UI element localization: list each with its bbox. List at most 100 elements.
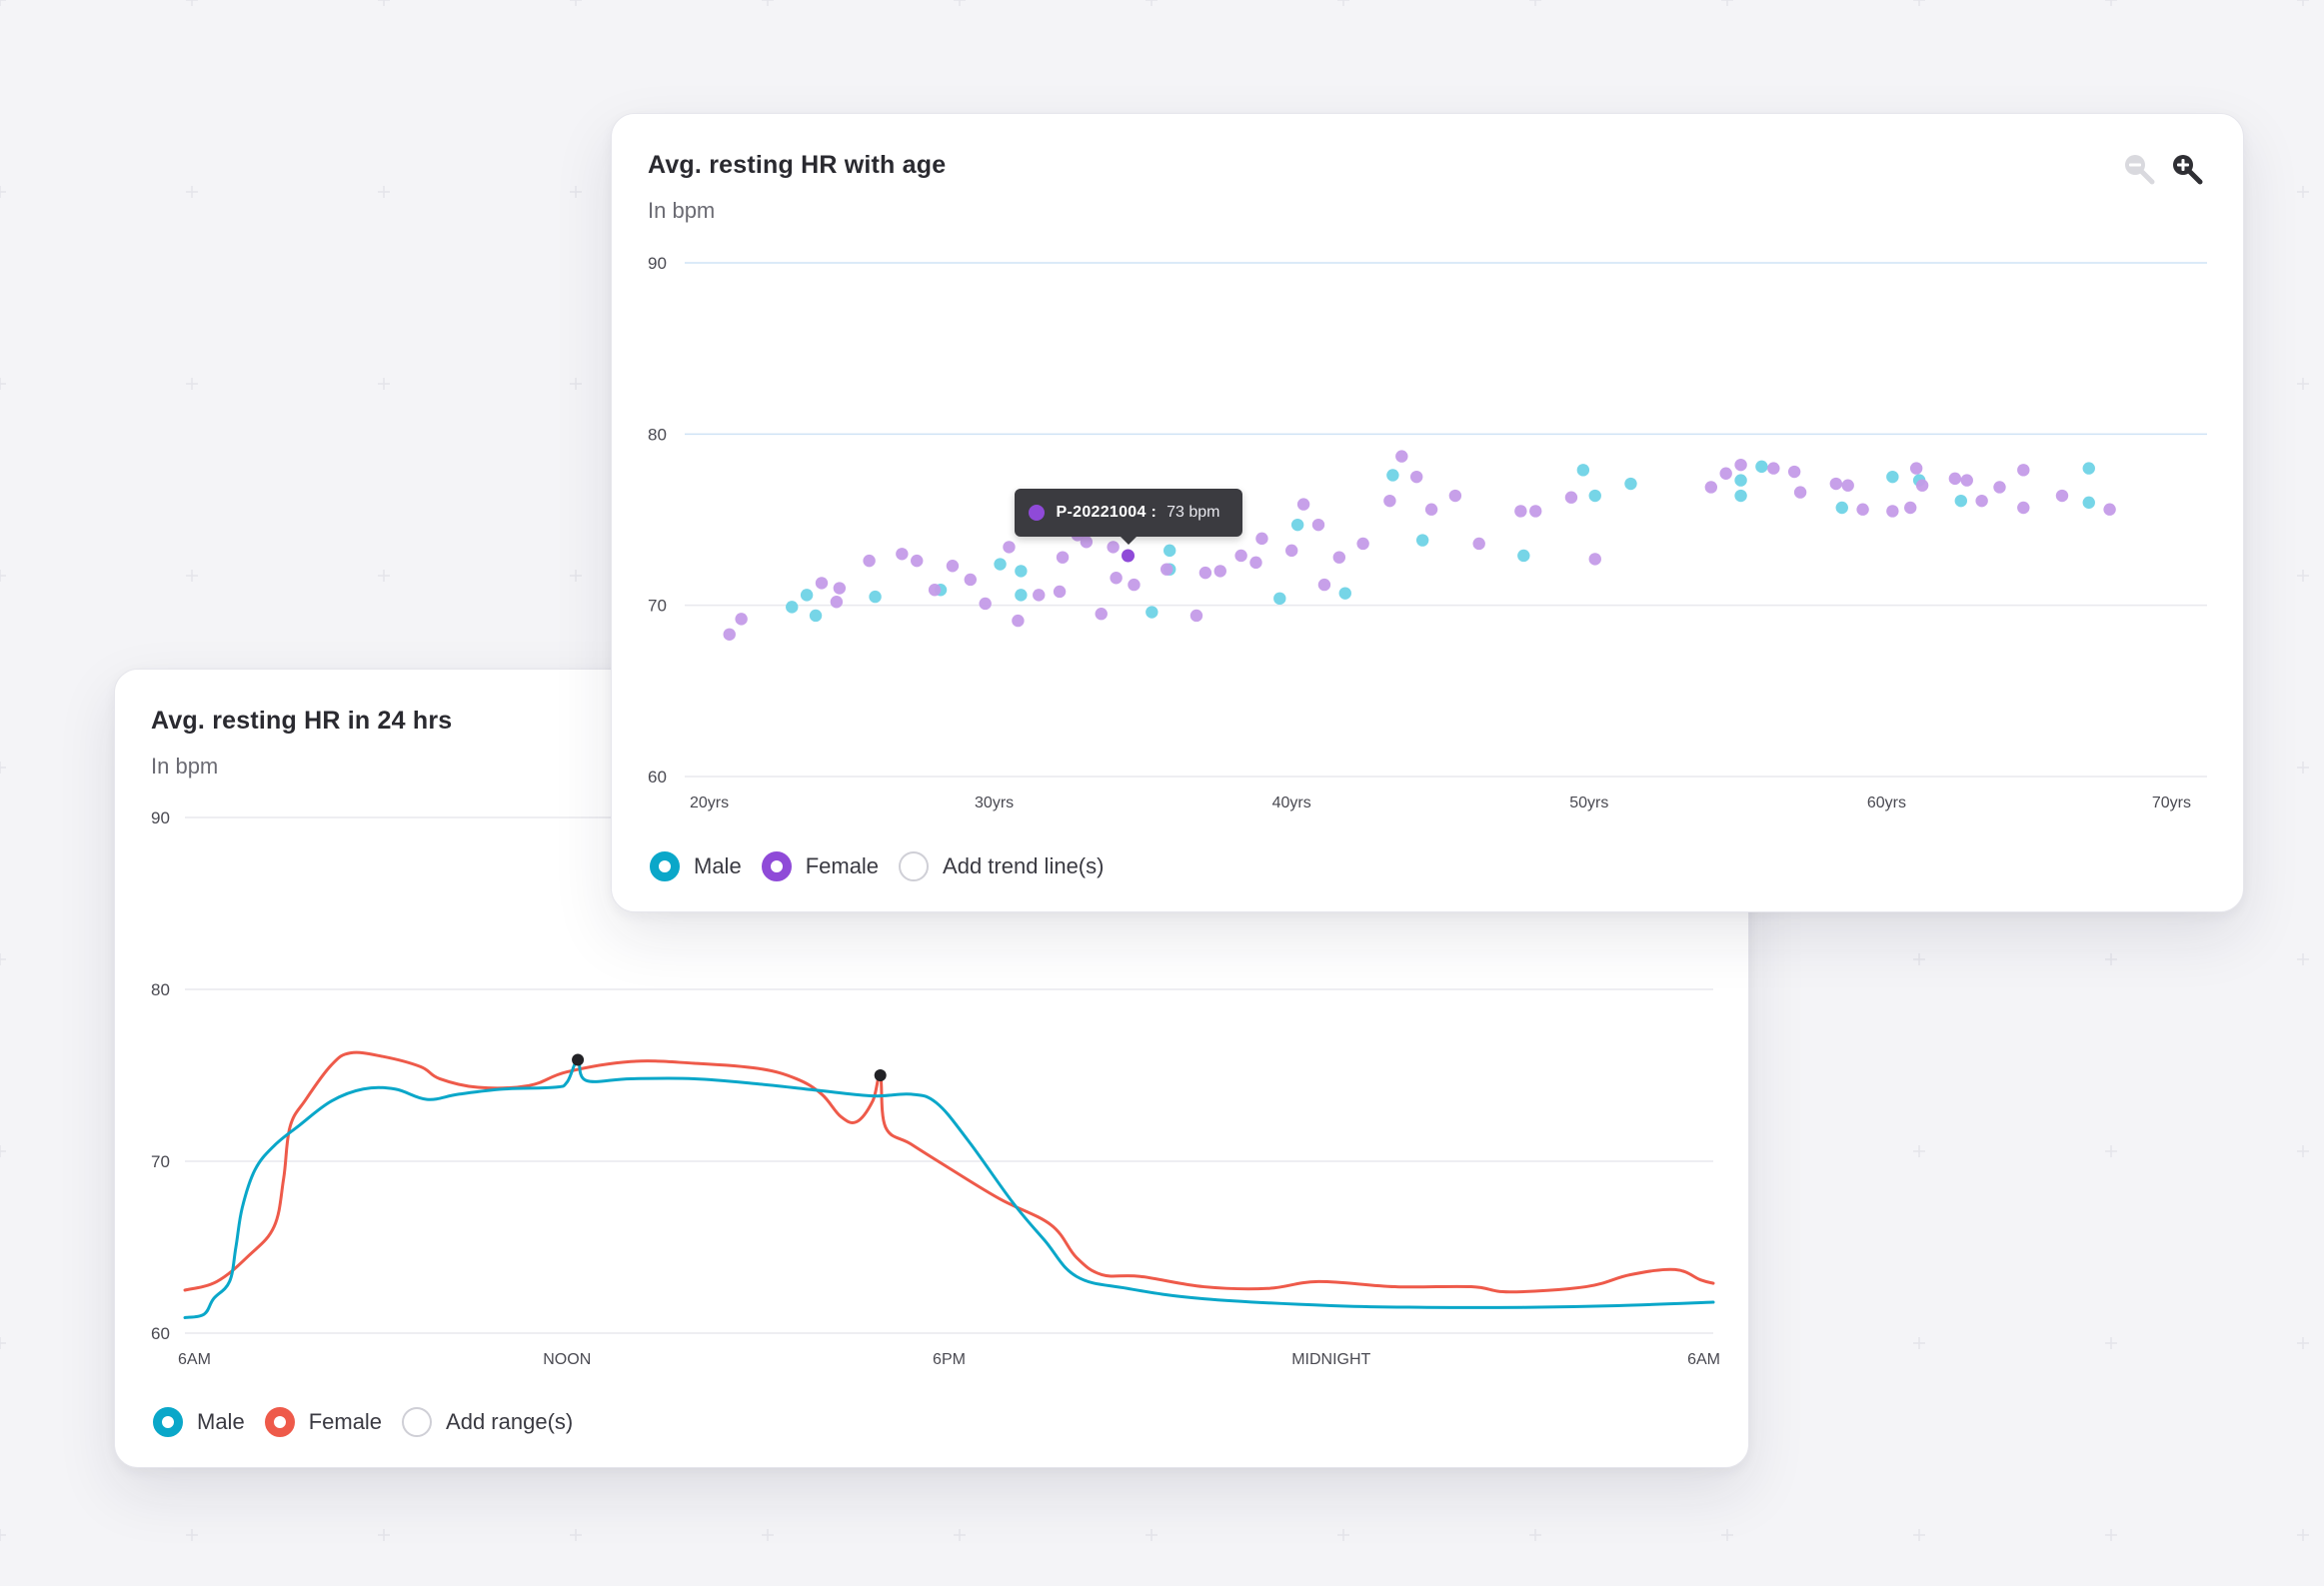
- background-plus: [954, 1529, 966, 1541]
- add-trend-label: Add trend line(s): [943, 853, 1105, 878]
- female-data-point: [1448, 489, 1462, 503]
- y-tick-label: 70: [648, 597, 667, 616]
- female-data-point: [863, 554, 876, 568]
- card-title: Avg. resting HR in 24 hrs: [151, 707, 453, 735]
- add-range-toggle[interactable]: Add range(s): [402, 1407, 573, 1437]
- add-range-label: Add range(s): [446, 1409, 574, 1434]
- background-plus: [0, 186, 6, 198]
- tooltip-value: 73 bpm: [1166, 503, 1220, 521]
- legend-female-label: Female: [805, 853, 880, 878]
- y-tick-label: 60: [151, 1324, 170, 1343]
- female-data-point: [1296, 498, 1310, 511]
- background-plus: [378, 186, 390, 198]
- male-data-point: [1734, 489, 1747, 503]
- male-radio-icon: [650, 851, 680, 881]
- male-data-point: [1576, 464, 1590, 477]
- male-data-point: [2082, 496, 2095, 510]
- male-data-point: [2082, 462, 2095, 475]
- female-data-point: [1033, 589, 1046, 602]
- female-data-point: [1311, 518, 1325, 532]
- background-plus: [378, 0, 390, 6]
- card-subtitle: In bpm: [648, 198, 716, 223]
- female-data-point: [1767, 462, 1780, 475]
- x-tick-label: NOON: [543, 1351, 591, 1368]
- background-plus: [0, 1529, 6, 1541]
- background-plus: [1913, 1145, 1925, 1157]
- male-data-point: [1146, 606, 1159, 619]
- female-data-point: [1424, 503, 1438, 516]
- female-data-point: [1993, 481, 2006, 494]
- female-data-point: [1704, 481, 1718, 494]
- female-data-point: [1948, 472, 1962, 486]
- female-data-point: [1904, 501, 1917, 515]
- legend-female-toggle[interactable]: Female: [264, 1407, 383, 1437]
- female-data-point: [1128, 578, 1141, 592]
- background-plus: [0, 1337, 6, 1349]
- legend-male-toggle[interactable]: Male: [153, 1407, 245, 1437]
- chart-legend: Male Female Add range(s): [153, 1407, 593, 1437]
- male-data-point: [994, 558, 1007, 571]
- female-data-point: [1234, 549, 1247, 563]
- background-plus: [2297, 1529, 2309, 1541]
- female-data-point: [2017, 464, 2030, 477]
- female-data-point: [946, 560, 960, 573]
- female-data-point: [2055, 489, 2069, 503]
- background-plus: [0, 570, 6, 582]
- y-tick-label: 90: [151, 808, 170, 827]
- zoom-out-icon[interactable]: [2120, 150, 2158, 188]
- female-data-point: [1787, 465, 1801, 479]
- background-plus: [0, 1145, 6, 1157]
- x-tick-label: 60yrs: [1867, 794, 1906, 811]
- background-plus: [1721, 1529, 1733, 1541]
- female-data-point: [1841, 479, 1854, 492]
- background-plus: [1146, 1529, 1158, 1541]
- background-plus: [0, 762, 6, 774]
- female-data-point: [1856, 503, 1869, 516]
- background-plus: [186, 0, 198, 6]
- female-data-point: [1829, 477, 1843, 491]
- female-data-point: [1107, 541, 1120, 554]
- background-plus: [0, 0, 6, 6]
- zoom-in-icon[interactable]: [2168, 150, 2206, 188]
- background-plus: [186, 1529, 198, 1541]
- x-tick-label: 50yrs: [1569, 794, 1608, 811]
- male-data-point: [1517, 549, 1530, 563]
- female-radio-icon: [264, 1407, 295, 1437]
- background-plus: [762, 1529, 774, 1541]
- female-data-point: [1161, 563, 1173, 576]
- background-plus: [2297, 0, 2309, 6]
- x-tick-label: 6PM: [933, 1351, 966, 1368]
- female-data-point: [1285, 544, 1298, 558]
- female-data-point: [1213, 565, 1226, 578]
- y-tick-label: 80: [648, 425, 667, 444]
- male-data-point: [1290, 518, 1304, 532]
- card-subtitle: In bpm: [151, 754, 219, 779]
- female-data-point: [1719, 467, 1732, 480]
- male-data-point: [1015, 565, 1028, 578]
- background-plus: [570, 186, 582, 198]
- male-data-point: [1886, 470, 1899, 484]
- background-plus: [570, 0, 582, 6]
- add-trend-toggle[interactable]: Add trend line(s): [899, 851, 1104, 881]
- legend-male-toggle[interactable]: Male: [650, 851, 742, 881]
- male-data-point: [1755, 460, 1768, 474]
- female-data-point: [1053, 585, 1067, 599]
- male-data-point: [1835, 501, 1848, 515]
- legend-female-toggle[interactable]: Female: [761, 851, 880, 881]
- female-data-point: [979, 597, 992, 611]
- legend-female-label: Female: [308, 1409, 383, 1434]
- background-plus: [1146, 0, 1158, 6]
- female-data-point: [1317, 578, 1331, 592]
- add-trend-radio-icon: [899, 851, 930, 881]
- female-data-point: [1249, 556, 1262, 570]
- background-plus: [1913, 1337, 1925, 1349]
- background-plus: [1529, 0, 1541, 6]
- x-tick-label: MIDNIGHT: [1291, 1351, 1370, 1368]
- background-plus: [1721, 0, 1733, 6]
- x-tick-label: 30yrs: [975, 794, 1014, 811]
- female-data-point: [2103, 503, 2116, 516]
- female-data-point: [815, 577, 829, 590]
- legend-male-label: Male: [197, 1409, 245, 1434]
- female-data-point: [1793, 486, 1807, 499]
- female-radio-icon: [761, 851, 792, 881]
